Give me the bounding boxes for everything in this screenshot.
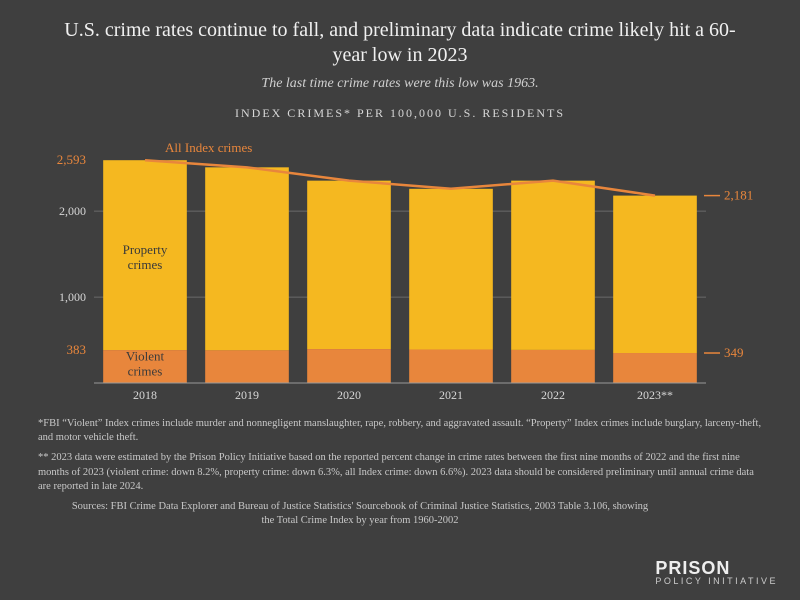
right-bottom-value: 349	[724, 345, 744, 360]
bar-violent	[613, 353, 697, 383]
footnote-2: ** 2023 data were estimated by the Priso…	[38, 451, 762, 494]
bar-property	[205, 167, 289, 350]
xtick-label: 2021	[439, 388, 463, 402]
logo-bottom: POLICY INITIATIVE	[655, 577, 778, 586]
property-label: crimes	[128, 257, 163, 272]
bar-property	[511, 181, 595, 350]
bar-violent	[205, 350, 289, 383]
right-top-value: 2,181	[724, 188, 753, 203]
xtick-label: 2018	[133, 388, 157, 402]
bar-property	[613, 196, 697, 353]
footnotes: *FBI “Violent” Index crimes include murd…	[30, 417, 770, 494]
logo-top: PRISON	[655, 560, 778, 577]
sources-text: Sources: FBI Crime Data Explorer and Bur…	[30, 500, 770, 527]
chart-svg: 1,000 2,000 2018 2019 2020 2021 2022 2023** All …	[40, 127, 760, 407]
xtick-label: 2022	[541, 388, 565, 402]
property-label: Property	[123, 242, 168, 257]
footnote-1: *FBI “Violent” Index crimes include murd…	[38, 417, 762, 445]
bar-violent	[511, 350, 595, 383]
bar-property	[307, 181, 391, 349]
bar-property	[409, 189, 493, 350]
left-top-value: 2,593	[57, 152, 86, 167]
brand-logo: PRISON POLICY INITIATIVE	[655, 560, 778, 586]
chart-title: U.S. crime rates continue to fall, and p…	[30, 18, 770, 68]
chart-subtitle: The last time crime rates were this low …	[30, 76, 770, 92]
bar-violent	[307, 349, 391, 383]
violent-label: crimes	[128, 364, 163, 379]
bar-violent	[409, 349, 493, 383]
series-label: All Index crimes	[165, 140, 252, 155]
ytick-label: 1,000	[59, 290, 86, 304]
chart-area: 1,000 2,000 2018 2019 2020 2021 2022 2023** All …	[40, 127, 760, 407]
chart-container: U.S. crime rates continue to fall, and p…	[0, 0, 800, 600]
left-bottom-value: 383	[67, 342, 87, 357]
xtick-label: 2019	[235, 388, 259, 402]
xtick-label: 2020	[337, 388, 361, 402]
ytick-label: 2,000	[59, 204, 86, 218]
axis-title: INDEX CRIMES* PER 100,000 U.S. RESIDENTS	[30, 106, 770, 121]
xtick-label: 2023**	[637, 388, 673, 402]
violent-label: Violent	[126, 349, 165, 364]
